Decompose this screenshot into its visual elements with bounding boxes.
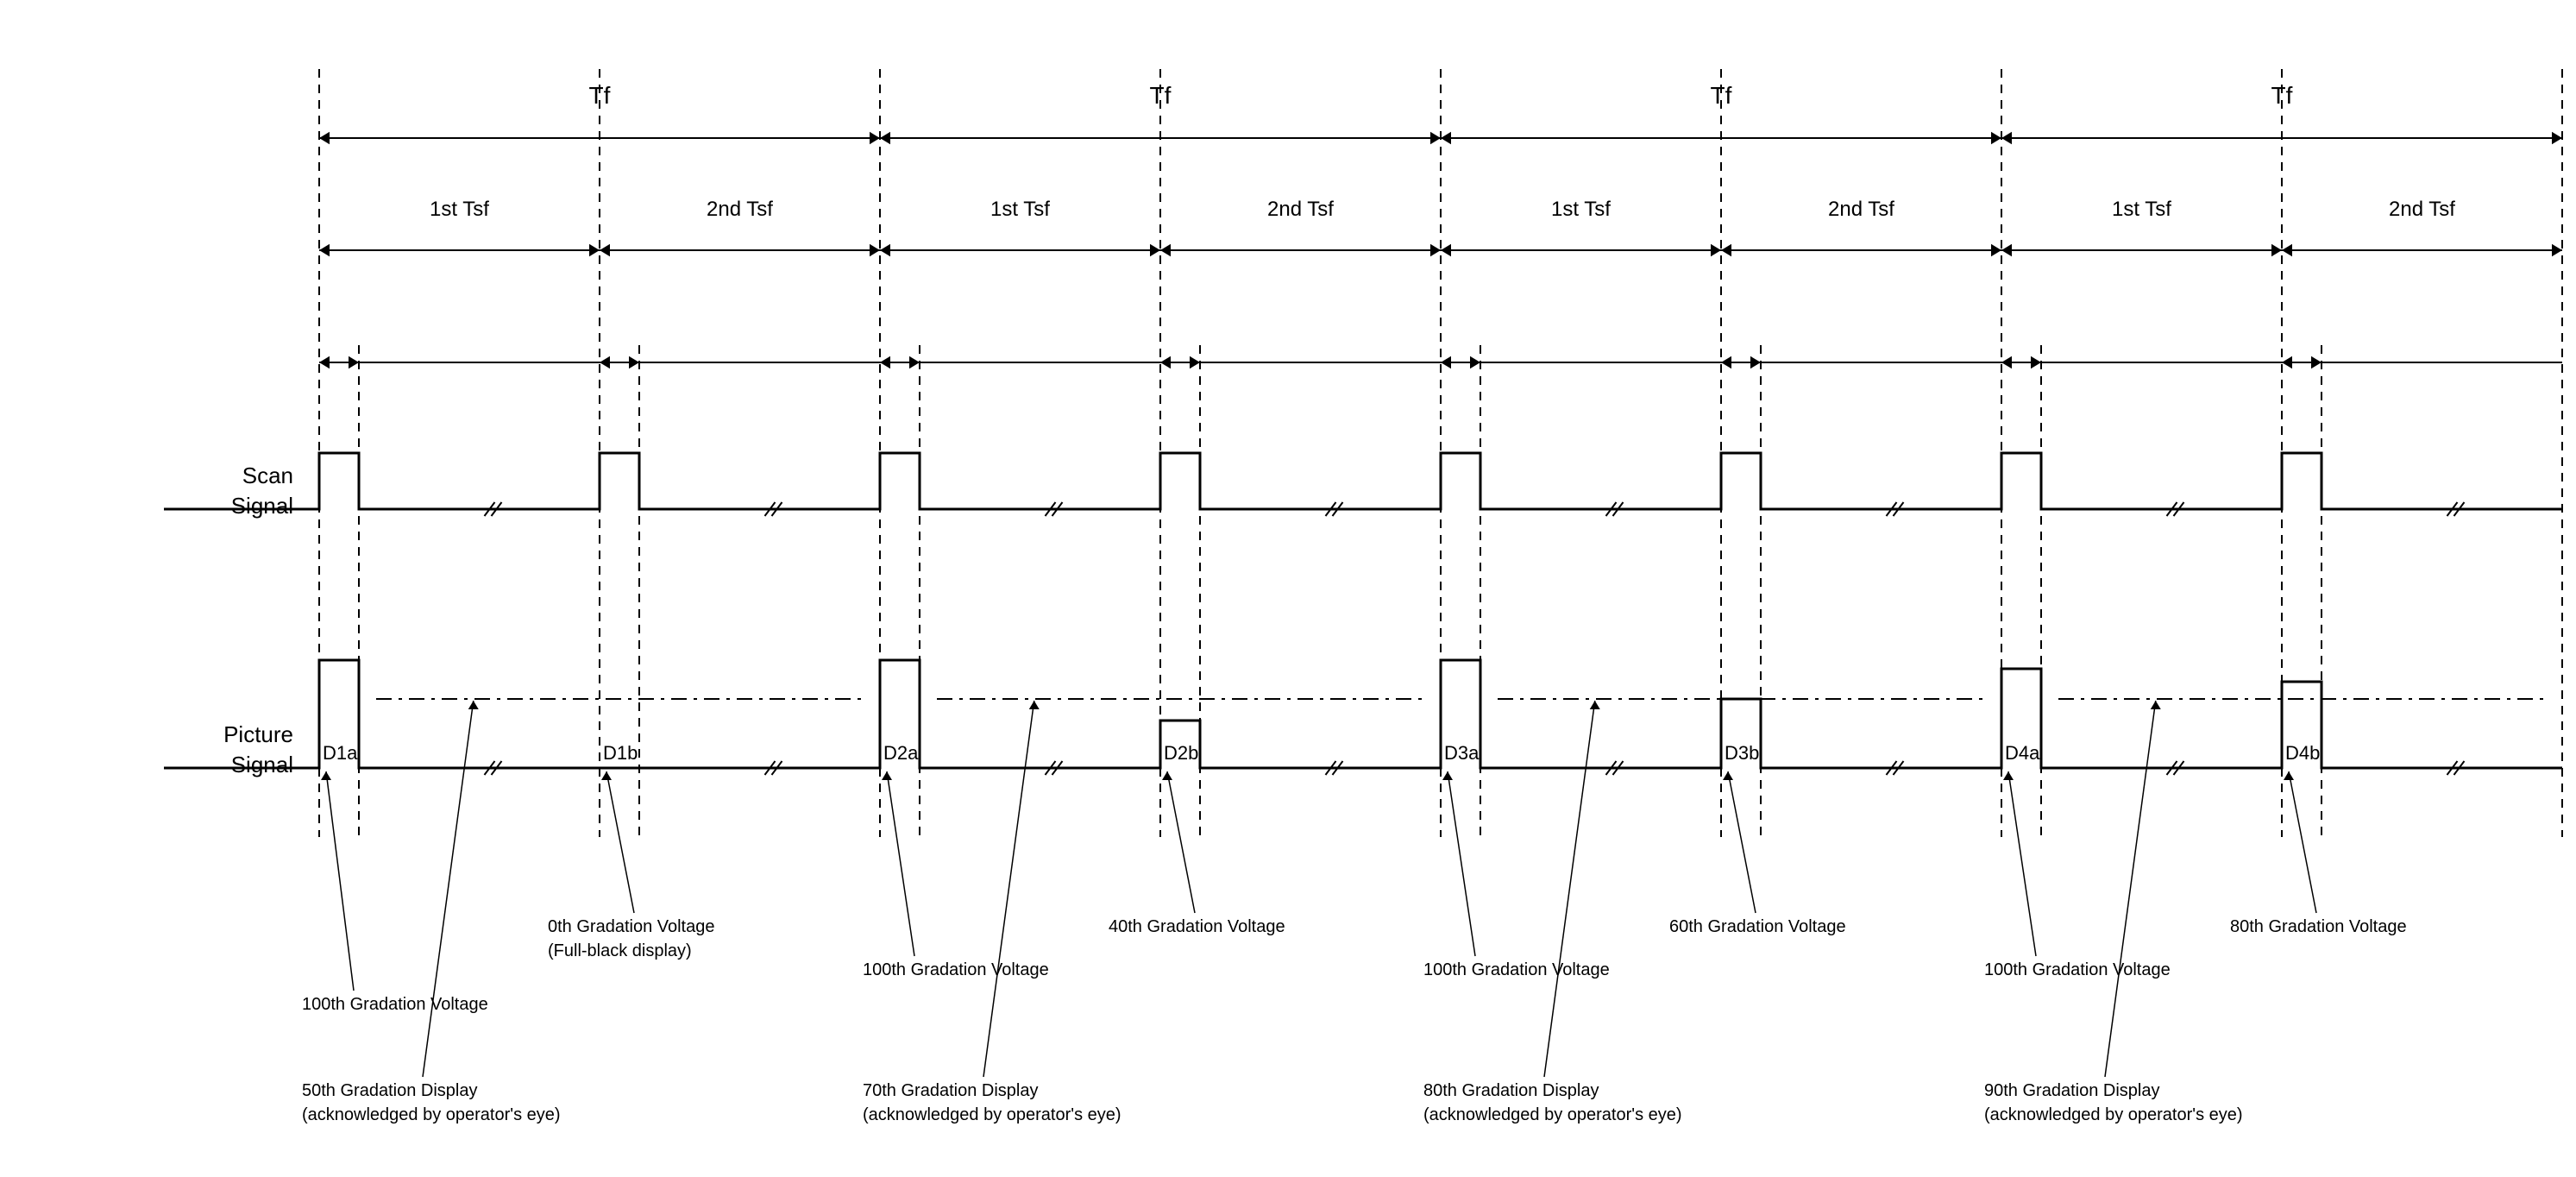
tsf-label: 1st Tsf — [1551, 198, 1611, 221]
gradation-ack-label: (acknowledged by operator's eye) — [1984, 1105, 2243, 1124]
scan-signal-trace — [164, 453, 2562, 509]
gradation-ack-label: (acknowledged by operator's eye) — [1423, 1105, 1682, 1124]
voltage-b-label: 40th Gradation Voltage — [1109, 917, 1285, 936]
pulse-d-label: D3a — [1444, 742, 1480, 764]
tf-label: Tf — [1711, 82, 1732, 109]
pulse-d-label: D1a — [323, 742, 358, 764]
tf-label: Tf — [589, 82, 611, 109]
voltage-b-label2: (Full-black display) — [548, 941, 692, 960]
gradation-ack-label: (acknowledged by operator's eye) — [863, 1105, 1122, 1124]
gradation-display-label: 90th Gradation Display — [1984, 1081, 2159, 1100]
pulse-d-label: D4a — [2005, 742, 2040, 764]
voltage-b-label: 80th Gradation Voltage — [2230, 917, 2407, 936]
voltage-a-label: 100th Gradation Voltage — [302, 995, 488, 1014]
pulse-d-label: D2b — [1164, 742, 1198, 764]
pulse-d-label: D1b — [603, 742, 638, 764]
scan-signal-label: Signal — [231, 493, 293, 519]
tsf-label: 2nd Tsf — [1828, 198, 1894, 221]
voltage-b-label: 0th Gradation Voltage — [548, 917, 714, 936]
voltage-b-label: 60th Gradation Voltage — [1669, 917, 1846, 936]
voltage-a-label: 100th Gradation Voltage — [1423, 960, 1610, 979]
gradation-ack-label: (acknowledged by operator's eye) — [302, 1105, 561, 1124]
tsf-label: 2nd Tsf — [1267, 198, 1334, 221]
gradation-display-label: 70th Gradation Display — [863, 1081, 1038, 1100]
picture-signal-label: Signal — [231, 752, 293, 777]
tsf-label: 2nd Tsf — [707, 198, 773, 221]
gradation-display-label: 50th Gradation Display — [302, 1081, 477, 1100]
gradation-display-label: 80th Gradation Display — [1423, 1081, 1599, 1100]
tsf-label: 2nd Tsf — [2389, 198, 2455, 221]
voltage-a-label: 100th Gradation Voltage — [863, 960, 1049, 979]
tf-label: Tf — [2271, 82, 2293, 109]
pulse-d-label: D3b — [1725, 742, 1759, 764]
tf-label: Tf — [1150, 82, 1172, 109]
timing-diagram: Tf Tf Tf Tf 1st Tsf 2nd Tsf 1st Tsf 2nd Tsf 1st … — [17, 17, 2576, 1160]
voltage-a-label: 100th Gradation Voltage — [1984, 960, 2171, 979]
picture-signal-trace — [164, 660, 2562, 768]
tsf-label: 1st Tsf — [430, 198, 489, 221]
picture-signal-label: Picture — [223, 721, 293, 747]
tsf-label: 1st Tsf — [2112, 198, 2171, 221]
pulse-d-label: D2a — [883, 742, 919, 764]
pulse-d-label: D4b — [2285, 742, 2320, 764]
scan-signal-label: Scan — [242, 463, 293, 488]
tsf-label: 1st Tsf — [990, 198, 1050, 221]
